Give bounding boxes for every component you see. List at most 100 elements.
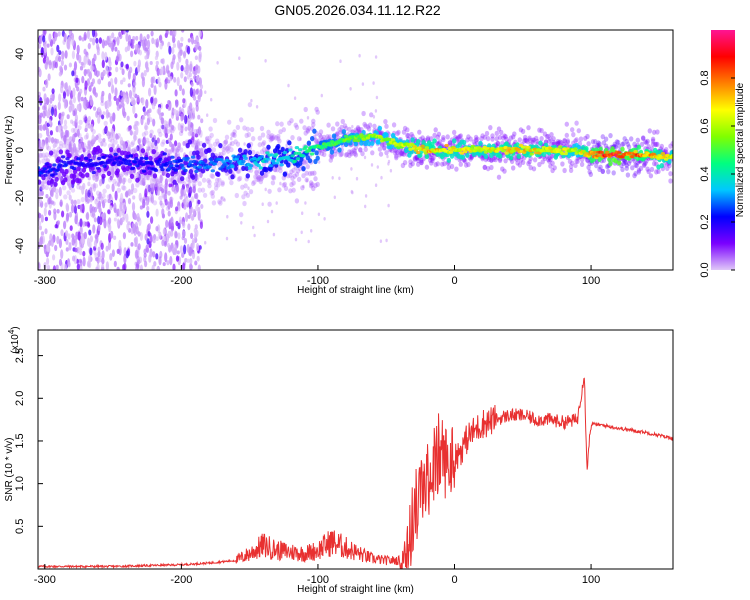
heatmap-cell xyxy=(587,169,592,175)
heatmap-cell xyxy=(484,130,490,137)
heatmap-cell xyxy=(114,181,119,187)
heatmap-cell xyxy=(562,167,567,174)
heatmap-cell xyxy=(626,160,632,167)
heatmap-cell xyxy=(111,112,116,118)
heatmap-cell xyxy=(292,159,297,163)
heatmap-cell xyxy=(643,139,648,145)
heatmap-cell xyxy=(339,124,344,130)
heatmap-cell xyxy=(72,146,78,152)
heatmap-cell xyxy=(449,163,455,170)
heatmap-cell xyxy=(271,161,277,165)
heatmap-cell xyxy=(88,85,92,92)
heatmap-cell xyxy=(109,205,113,210)
heatmap-cell xyxy=(194,169,199,173)
heatmap-cell xyxy=(60,129,64,139)
heatmap-cell xyxy=(129,141,135,148)
heatmap-cell xyxy=(152,238,156,244)
heatmap-cell xyxy=(64,162,69,166)
heatmap-cell xyxy=(457,133,462,140)
heatmap-cell xyxy=(58,144,64,150)
heatmap-cell xyxy=(182,262,186,270)
heatmap-cell xyxy=(164,123,170,129)
heatmap-cell xyxy=(180,176,185,182)
heatmap-cell xyxy=(172,263,176,270)
heatmap-cell xyxy=(38,66,41,73)
heatmap-cell xyxy=(363,123,368,129)
y-tick-label: 1.0 xyxy=(14,476,26,491)
heatmap-cell xyxy=(290,175,295,181)
heatmap-cell xyxy=(61,50,65,60)
heatmap-cell xyxy=(317,212,321,217)
heatmap-cell xyxy=(113,139,118,145)
heatmap-cell xyxy=(329,149,335,155)
heatmap-cell xyxy=(129,149,135,155)
heatmap-cell xyxy=(497,134,503,140)
heatmap-cell xyxy=(638,165,644,171)
heatmap-cell xyxy=(40,182,45,188)
heatmap-cell xyxy=(520,145,526,149)
heatmap-cell xyxy=(114,46,118,52)
heatmap-cell xyxy=(191,107,196,114)
heatmap-cell xyxy=(313,137,318,143)
heatmap-cell xyxy=(73,205,77,214)
heatmap-cell xyxy=(537,127,542,133)
heatmap-cell xyxy=(119,171,125,177)
heatmap-cell xyxy=(189,63,193,73)
heatmap-cell xyxy=(417,129,422,135)
heatmap-cell xyxy=(190,196,195,203)
heatmap-cell xyxy=(106,194,112,200)
heatmap-cell xyxy=(353,127,359,133)
heatmap-cell xyxy=(558,139,563,145)
heatmap-cell xyxy=(261,140,267,146)
heatmap-cell xyxy=(370,163,374,167)
heatmap-cell xyxy=(199,84,204,90)
heatmap-cell xyxy=(43,102,47,111)
heatmap-cell xyxy=(83,55,87,66)
heatmap-cell xyxy=(318,160,321,164)
heatmap-cell xyxy=(43,125,48,131)
heatmap-cell xyxy=(172,176,177,182)
heatmap-cell xyxy=(80,136,84,143)
heatmap-cell xyxy=(271,175,277,181)
heatmap-cell xyxy=(412,155,418,161)
heatmap-cell xyxy=(52,265,56,270)
heatmap-cell xyxy=(386,154,389,159)
heatmap-cell xyxy=(642,162,647,168)
heatmap-cell xyxy=(338,152,343,158)
heatmap-cell xyxy=(261,147,267,153)
heatmap-cell xyxy=(335,121,340,127)
heatmap-cell xyxy=(167,79,171,84)
heatmap-cell xyxy=(97,193,102,199)
heatmap-cell xyxy=(132,87,136,97)
heatmap-cell xyxy=(590,139,596,145)
heatmap-cell xyxy=(173,168,178,172)
heatmap-cell xyxy=(266,144,271,150)
heatmap-cell xyxy=(63,220,67,230)
heatmap-cell xyxy=(323,217,326,221)
heatmap-cell xyxy=(213,181,219,187)
heatmap-cell xyxy=(382,145,387,151)
heatmap-cell xyxy=(204,90,207,94)
heatmap-cell xyxy=(91,134,95,144)
heatmap-cell xyxy=(106,35,110,46)
heatmap-cell xyxy=(123,94,128,103)
heatmap-cell xyxy=(274,135,279,141)
heatmap-cell xyxy=(383,119,388,125)
heatmap-cell xyxy=(240,184,245,190)
heatmap-cell xyxy=(232,132,237,138)
heatmap-cell xyxy=(656,168,661,174)
heatmap-cell xyxy=(478,140,483,146)
heatmap-cell xyxy=(159,184,164,190)
heatmap-cell xyxy=(68,194,72,201)
heatmap-cell xyxy=(87,123,91,129)
heatmap-cell xyxy=(46,243,50,253)
heatmap-cell xyxy=(304,177,309,183)
heatmap-cell xyxy=(122,141,127,147)
heatmap-cell xyxy=(82,147,86,153)
heatmap-cell xyxy=(147,141,152,147)
heatmap-cell xyxy=(182,188,186,197)
heatmap-cell xyxy=(530,137,536,143)
heatmap-cell xyxy=(84,221,88,227)
heatmap-cell xyxy=(72,96,76,104)
